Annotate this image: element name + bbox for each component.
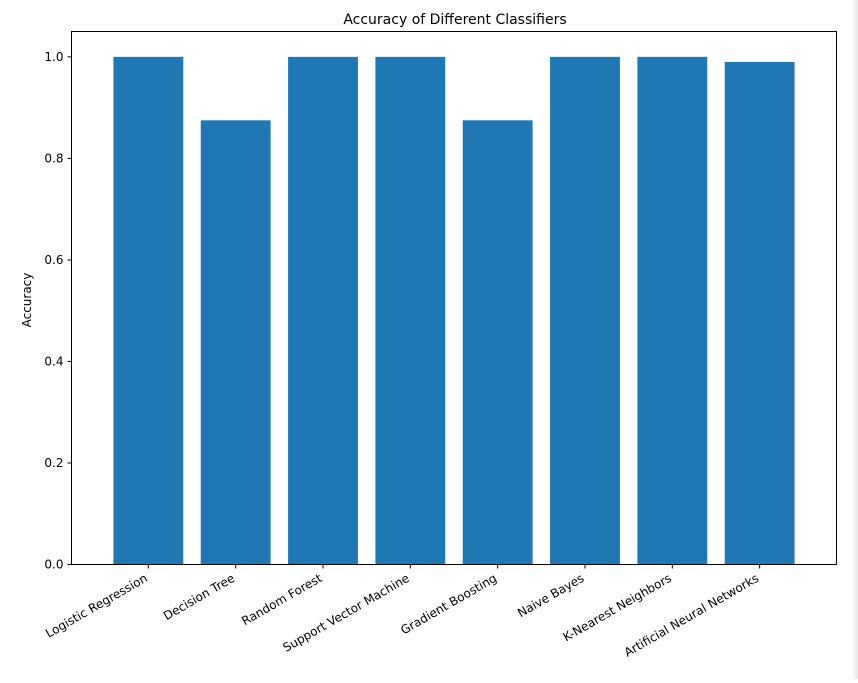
y-tick-label: 0.0: [44, 558, 63, 572]
bar-naive-bayes: [550, 56, 620, 565]
x-tick-label: Decision Tree: [161, 571, 237, 623]
y-axis-label: Accuracy: [20, 273, 34, 328]
x-tick-label: Naive Bayes: [515, 571, 586, 620]
y-tick-label: 0.4: [44, 354, 63, 368]
bar-gradient-boosting: [462, 120, 533, 565]
bar-logistic-regression: [113, 56, 184, 565]
bar-k-nearest-neighbors: [637, 56, 708, 565]
y-tick-label: 1.0: [44, 50, 63, 64]
x-tick-label: Logistic Regression: [43, 571, 150, 641]
x-tick-label: Gradient Boosting: [398, 571, 499, 637]
bar-random-forest: [288, 56, 358, 565]
bar-artificial-neural-networks: [724, 61, 795, 565]
y-tick-label: 0.6: [44, 253, 63, 267]
bars-group: [113, 56, 795, 565]
plot-frame: [71, 31, 837, 565]
x-axis-ticks: Logistic Regression Decision Tree Random F…: [43, 564, 761, 660]
bar-support-vector-machine: [375, 56, 446, 565]
x-tick-label: Random Forest: [239, 571, 324, 628]
y-axis-ticks: 0.0 0.2 0.4 0.6 0.8 1.0: [44, 50, 72, 572]
bar-decision-tree: [200, 120, 271, 565]
y-tick-label: 0.2: [44, 456, 63, 470]
y-tick-label: 0.8: [44, 151, 63, 165]
window-edge-shadow: [852, 0, 858, 679]
chart-title: Accuracy of Different Classifiers: [343, 12, 566, 28]
